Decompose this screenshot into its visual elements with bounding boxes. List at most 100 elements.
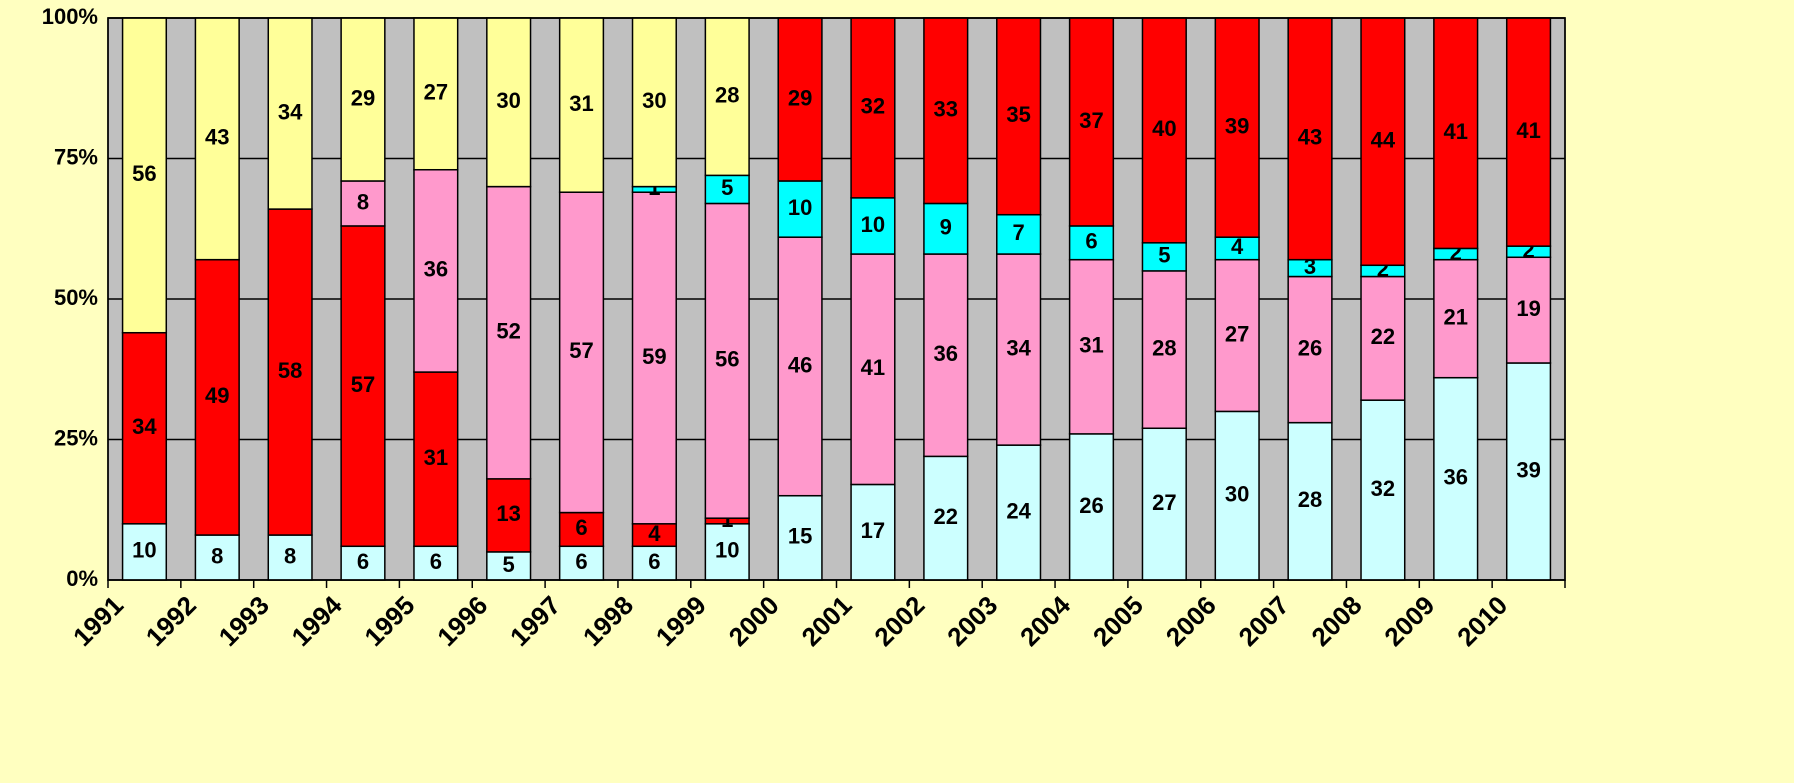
data-label: 37 (1079, 108, 1103, 133)
bar-segment (1505, 362, 1552, 581)
data-label: 22 (1371, 324, 1395, 349)
data-label: 24 (1006, 498, 1031, 523)
bar-segment (340, 225, 386, 548)
bar-segment (486, 478, 532, 553)
bar-segment (631, 191, 677, 525)
data-label: 15 (788, 524, 812, 549)
data-label: 34 (278, 99, 303, 124)
data-label: 30 (642, 88, 666, 113)
bar-segment (1214, 17, 1260, 238)
data-label: 4 (648, 521, 661, 546)
data-label: 41 (861, 355, 885, 380)
data-label: 58 (278, 358, 302, 383)
bar-segment (704, 523, 750, 581)
bar-segment (1360, 275, 1406, 401)
data-label: 5 (1158, 243, 1170, 268)
data-label: 40 (1152, 116, 1176, 141)
data-label: 56 (715, 347, 739, 372)
bar-segment (1433, 376, 1479, 581)
data-label: 4 (1231, 234, 1244, 259)
data-label: 6 (575, 549, 587, 574)
data-label: 6 (357, 549, 369, 574)
data-label: 27 (424, 80, 448, 105)
data-label: 32 (1371, 476, 1395, 501)
bar-segment (1287, 275, 1333, 424)
y-tick-label: 0% (66, 566, 98, 591)
bar-segment (1068, 258, 1115, 435)
data-label: 7 (1013, 220, 1025, 245)
data-label: 34 (132, 414, 157, 439)
bar-segment (267, 534, 313, 581)
bar-segment (486, 17, 532, 188)
data-label: 29 (351, 85, 375, 110)
bar-segment (267, 17, 313, 210)
bar-segment (1505, 256, 1552, 364)
bar-segment (1505, 17, 1552, 247)
bar-segment (267, 208, 313, 536)
bar-segment (1433, 258, 1479, 379)
data-label: 26 (1298, 335, 1322, 360)
bar-segment (996, 17, 1042, 216)
data-label: 8 (284, 543, 296, 568)
data-label: 6 (575, 515, 587, 540)
data-label: 31 (569, 91, 593, 116)
bar-segment (1287, 421, 1333, 581)
bar-segment (121, 331, 168, 525)
bar-segment (1360, 399, 1406, 581)
bar-segment (413, 168, 459, 373)
data-label: 46 (788, 352, 812, 377)
data-label: 31 (424, 445, 448, 470)
data-label: 27 (1152, 490, 1176, 515)
data-label: 10 (715, 538, 739, 563)
data-label: 30 (1225, 482, 1249, 507)
data-label: 57 (569, 338, 593, 363)
data-label: 6 (1085, 229, 1097, 254)
data-label: 35 (1006, 102, 1030, 127)
data-label: 19 (1516, 296, 1540, 321)
data-label: 49 (205, 383, 229, 408)
data-label: 6 (648, 549, 660, 574)
bar-segment (777, 17, 823, 182)
data-label: 56 (132, 161, 156, 186)
bar-segment (558, 191, 605, 514)
bar-segment (121, 523, 168, 581)
bar-segment (1141, 270, 1187, 430)
bar-segment (704, 174, 750, 205)
data-label: 33 (934, 97, 958, 122)
data-label: 41 (1443, 119, 1467, 144)
bar-segment (558, 17, 605, 193)
bar-segment (1214, 410, 1260, 581)
bar-segment (923, 253, 969, 458)
bar-segment (340, 180, 386, 227)
data-label: 28 (715, 82, 739, 107)
data-label: 10 (132, 538, 156, 563)
data-label: 10 (861, 212, 885, 237)
data-label: 21 (1443, 304, 1467, 329)
data-label: 52 (496, 319, 520, 344)
data-label: 32 (861, 94, 885, 119)
bar-segment (777, 494, 823, 581)
bar-segment (1360, 17, 1406, 267)
bar-segment (923, 17, 969, 205)
bar-segment (996, 213, 1042, 255)
bar-segment (1068, 225, 1115, 261)
data-label: 6 (430, 549, 442, 574)
bar-segment (194, 17, 240, 261)
data-label: 44 (1371, 127, 1396, 152)
data-label: 28 (1152, 335, 1176, 360)
bar-segment (850, 197, 896, 255)
bar-segment (413, 17, 459, 171)
bar-segment (413, 371, 459, 548)
data-label: 28 (1298, 487, 1322, 512)
data-label: 29 (788, 85, 812, 110)
y-tick-label: 50% (54, 285, 98, 310)
bar-segment (850, 253, 896, 486)
bar-segment (996, 253, 1042, 446)
data-label: 30 (496, 88, 520, 113)
bar-segment (486, 185, 532, 480)
bar-segment (923, 202, 969, 255)
data-label: 39 (1516, 457, 1540, 482)
data-label: 27 (1225, 321, 1249, 346)
y-tick-label: 100% (42, 4, 98, 29)
